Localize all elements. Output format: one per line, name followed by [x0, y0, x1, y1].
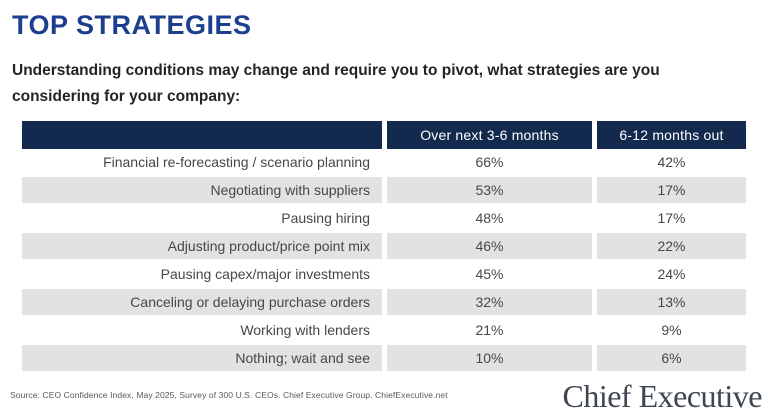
chief-executive-logo: Chief Executive: [562, 378, 762, 414]
row-label: Working with lenders: [240, 322, 370, 338]
row-value-3-6: 46%: [387, 233, 592, 259]
row-label: Financial re-forecasting / scenario plan…: [103, 154, 370, 170]
row-label: Negotiating with suppliers: [22, 177, 382, 203]
row-value-3-6: 53%: [387, 177, 592, 203]
row-value-6-12: 22%: [597, 233, 746, 259]
row-value-6-12: 6%: [597, 345, 746, 371]
column-header-3-6-months: Over next 3-6 months: [387, 121, 592, 149]
row-value-3-6: 48%: [475, 210, 504, 226]
row-value-3-6: 32%: [387, 289, 592, 315]
column-header-blank: [22, 121, 382, 149]
source-attribution: Source: CEO Confidence Index, May 2025, …: [10, 390, 448, 400]
row-value-6-12: 42%: [657, 154, 686, 170]
row-label: Canceling or delaying purchase orders: [22, 289, 382, 315]
row-value-6-12: 17%: [597, 177, 746, 203]
row-label: Nothing; wait and see: [22, 345, 382, 371]
row-value-3-6: 21%: [475, 322, 504, 338]
row-value-6-12: 9%: [661, 322, 682, 338]
row-value-3-6: 45%: [475, 266, 504, 282]
row-label: Pausing capex/major investments: [160, 266, 370, 282]
row-value-3-6: 66%: [475, 154, 504, 170]
strategies-table: Over next 3-6 months 6-12 months out Fin…: [22, 121, 746, 371]
column-header-6-12-months: 6-12 months out: [597, 121, 746, 149]
row-value-6-12: 17%: [657, 210, 686, 226]
subtitle: Understanding conditions may change and …: [12, 62, 660, 105]
page-title: TOP STRATEGIES: [12, 10, 252, 40]
row-value-3-6: 10%: [387, 345, 592, 371]
row-value-6-12: 13%: [597, 289, 746, 315]
row-value-6-12: 24%: [657, 266, 686, 282]
row-label: Pausing hiring: [281, 210, 370, 226]
row-label: Adjusting product/price point mix: [22, 233, 382, 259]
